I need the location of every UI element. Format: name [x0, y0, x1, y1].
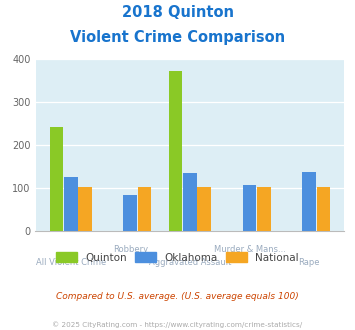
- Text: 2018 Quinton: 2018 Quinton: [121, 5, 234, 20]
- Bar: [197, 187, 211, 231]
- Bar: [302, 172, 316, 231]
- Bar: [243, 185, 256, 231]
- Bar: [64, 178, 77, 231]
- Bar: [124, 194, 137, 231]
- Text: Aggravated Assault: Aggravated Assault: [149, 258, 231, 267]
- Bar: [317, 187, 330, 231]
- Bar: [138, 187, 152, 231]
- Text: © 2025 CityRating.com - https://www.cityrating.com/crime-statistics/: © 2025 CityRating.com - https://www.city…: [53, 322, 302, 328]
- Bar: [183, 173, 197, 231]
- Bar: [78, 187, 92, 231]
- Text: All Violent Crime: All Violent Crime: [36, 258, 106, 267]
- Text: Compared to U.S. average. (U.S. average equals 100): Compared to U.S. average. (U.S. average …: [56, 292, 299, 301]
- Text: Murder & Mans...: Murder & Mans...: [214, 245, 285, 254]
- Bar: [169, 71, 182, 231]
- Text: Robbery: Robbery: [113, 245, 148, 254]
- Bar: [50, 127, 63, 231]
- Bar: [257, 187, 271, 231]
- Text: Violent Crime Comparison: Violent Crime Comparison: [70, 30, 285, 45]
- Text: Rape: Rape: [299, 258, 320, 267]
- Legend: Quinton, Oklahoma, National: Quinton, Oklahoma, National: [52, 248, 303, 267]
